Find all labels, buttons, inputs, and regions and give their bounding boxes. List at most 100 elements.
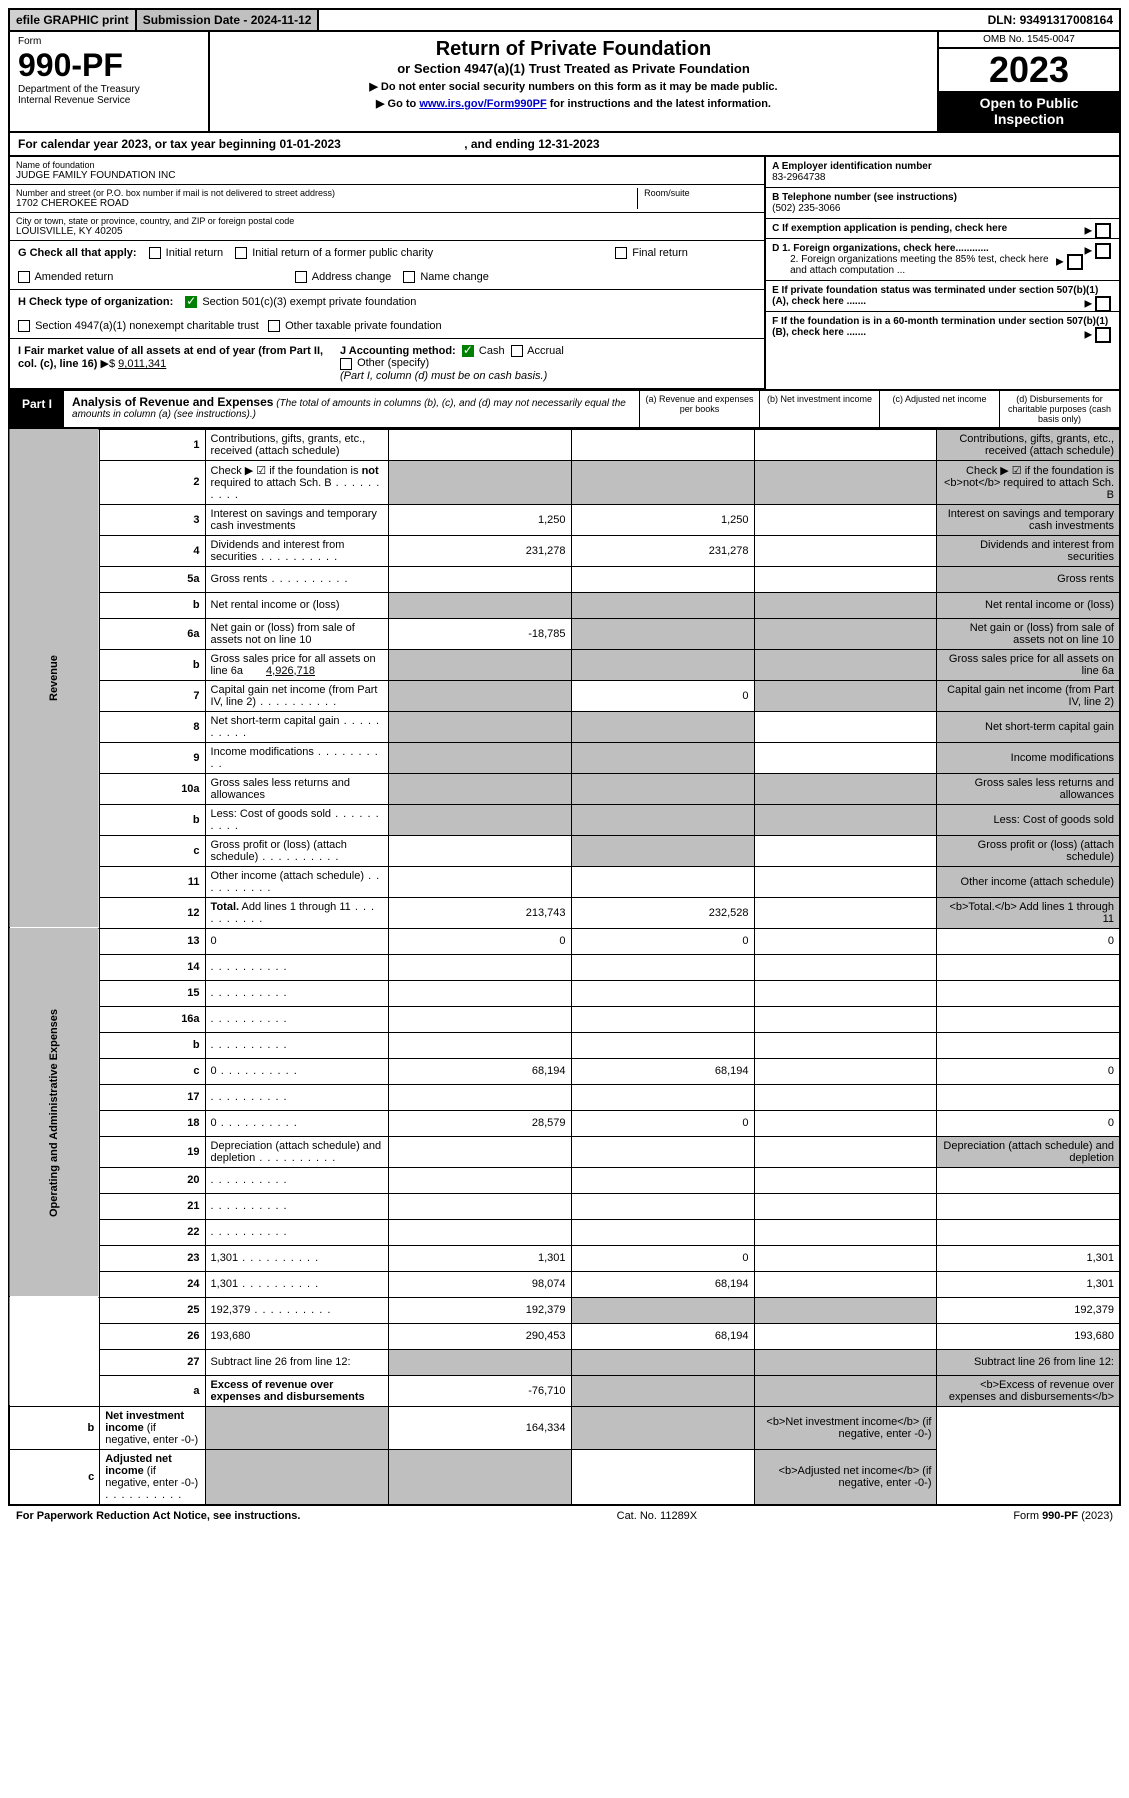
chk-amended-return[interactable]: [18, 271, 30, 283]
chk-initial-return[interactable]: [149, 247, 161, 259]
amount-col-c: [754, 535, 937, 566]
chk-cash[interactable]: [462, 345, 474, 357]
amount-col-b: 164,334: [388, 1406, 571, 1449]
amount-col-a: [388, 592, 571, 618]
irs-link[interactable]: www.irs.gov/Form990PF: [419, 98, 546, 110]
table-row: 25192,379192,379192,379: [9, 1297, 1120, 1323]
line-number: 27: [100, 1349, 205, 1375]
amount-col-d: Other income (attach schedule): [937, 866, 1120, 897]
chk-f[interactable]: [1095, 327, 1111, 343]
line-description: [205, 980, 388, 1006]
table-row: 19Depreciation (attach schedule) and dep…: [9, 1136, 1120, 1167]
footer-left: For Paperwork Reduction Act Notice, see …: [16, 1510, 300, 1522]
footer-mid: Cat. No. 11289X: [617, 1510, 698, 1522]
table-row: 9Income modificationsIncome modification…: [9, 742, 1120, 773]
chk-other-taxable[interactable]: [268, 320, 280, 332]
table-row: 241,30198,07468,1941,301: [9, 1271, 1120, 1297]
amount-col-d: Dividends and interest from securities: [937, 535, 1120, 566]
h-label: H Check type of organization:: [18, 296, 173, 308]
table-row: b: [9, 1032, 1120, 1058]
chk-e[interactable]: [1095, 296, 1111, 312]
amount-col-a: [388, 1167, 571, 1193]
efile-print-button[interactable]: efile GRAPHIC print: [10, 10, 137, 30]
amount-col-c: [754, 1110, 937, 1136]
amount-col-c: [754, 504, 937, 535]
line-description: Excess of revenue over expenses and disb…: [205, 1375, 388, 1406]
amount-col-a: [388, 1219, 571, 1245]
amount-col-b: [571, 460, 754, 504]
amount-col-d: Interest on savings and temporary cash i…: [937, 504, 1120, 535]
amount-col-d: [937, 980, 1120, 1006]
table-row: 22: [9, 1219, 1120, 1245]
amount-col-a: [388, 711, 571, 742]
amount-col-b: [571, 1193, 754, 1219]
amount-col-a: [388, 1136, 571, 1167]
table-row: 4Dividends and interest from securities2…: [9, 535, 1120, 566]
line-number: 11: [100, 866, 205, 897]
chk-501c3[interactable]: [185, 296, 197, 308]
amount-col-d: Gross sales price for all assets on line…: [937, 649, 1120, 680]
chk-initial-return-former[interactable]: [235, 247, 247, 259]
phone-label: B Telephone number (see instructions): [772, 192, 1113, 203]
chk-final-return[interactable]: [615, 247, 627, 259]
summary-section: [9, 1297, 100, 1406]
city-state-zip: LOUISVILLE, KY 40205: [16, 226, 758, 237]
col-d-header: (d) Disbursements for charitable purpose…: [999, 391, 1119, 427]
page-footer: For Paperwork Reduction Act Notice, see …: [8, 1506, 1121, 1526]
amount-col-c: [754, 618, 937, 649]
f-label: F If the foundation is in a 60-month ter…: [772, 316, 1108, 338]
amount-col-d: <b>Adjusted net income</b> (if negative,…: [754, 1449, 937, 1505]
amount-col-b: [571, 742, 754, 773]
chk-other-method[interactable]: [340, 358, 352, 370]
table-row: 16a: [9, 1006, 1120, 1032]
table-row: c068,19468,1940: [9, 1058, 1120, 1084]
table-row: bGross sales price for all assets on lin…: [9, 649, 1120, 680]
chk-4947a1[interactable]: [18, 320, 30, 332]
part1-table: Revenue1Contributions, gifts, grants, et…: [8, 429, 1121, 1506]
d1-label: D 1. Foreign organizations, check here..…: [772, 243, 989, 254]
form-header: Form 990-PF Department of the Treasury I…: [8, 32, 1121, 133]
amount-col-d: 0: [937, 928, 1120, 954]
amount-col-a: [388, 566, 571, 592]
amount-col-a: 98,074: [388, 1271, 571, 1297]
amount-col-c: [754, 804, 937, 835]
line-description: 192,379: [205, 1297, 388, 1323]
line-number: b: [9, 1406, 100, 1449]
chk-name-change[interactable]: [403, 271, 415, 283]
chk-accrual[interactable]: [511, 345, 523, 357]
submission-date: Submission Date - 2024-11-12: [137, 10, 320, 30]
amount-col-a: 68,194: [388, 1058, 571, 1084]
amount-col-d: Capital gain net income (from Part IV, l…: [937, 680, 1120, 711]
amount-col-b: 232,528: [571, 897, 754, 928]
amount-col-b: [571, 1349, 754, 1375]
table-row: 8Net short-term capital gainNet short-te…: [9, 711, 1120, 742]
line-description: 0: [205, 1058, 388, 1084]
amount-col-b: [571, 429, 754, 460]
col-c-header: (c) Adjusted net income: [879, 391, 999, 427]
line-number: b: [100, 592, 205, 618]
line-description: 193,680: [205, 1323, 388, 1349]
line-number: 7: [100, 680, 205, 711]
col-b-header: (b) Net investment income: [759, 391, 879, 427]
line-description: [205, 1219, 388, 1245]
amount-col-b: [571, 773, 754, 804]
chk-c[interactable]: [1095, 223, 1111, 239]
amount-col-b: 0: [571, 680, 754, 711]
table-row: Operating and Administrative Expenses130…: [9, 928, 1120, 954]
amount-col-b: [571, 1084, 754, 1110]
instruction-2: ▶ Go to www.irs.gov/Form990PF for instru…: [216, 97, 931, 110]
line-description: Dividends and interest from securities: [205, 535, 388, 566]
amount-col-b: [571, 980, 754, 1006]
chk-address-change[interactable]: [295, 271, 307, 283]
line-description: Net rental income or (loss): [205, 592, 388, 618]
ein-label: A Employer identification number: [772, 161, 1113, 172]
line-description: Less: Cost of goods sold: [205, 804, 388, 835]
line-number: 2: [100, 460, 205, 504]
chk-d1[interactable]: [1095, 243, 1111, 259]
amount-col-a: 28,579: [388, 1110, 571, 1136]
amount-col-a: [388, 773, 571, 804]
line-description: Net short-term capital gain: [205, 711, 388, 742]
table-row: 2Check ▶ ☑ if the foundation is not requ…: [9, 460, 1120, 504]
line-description: Check ▶ ☑ if the foundation is not requi…: [205, 460, 388, 504]
chk-d2[interactable]: [1067, 254, 1083, 270]
